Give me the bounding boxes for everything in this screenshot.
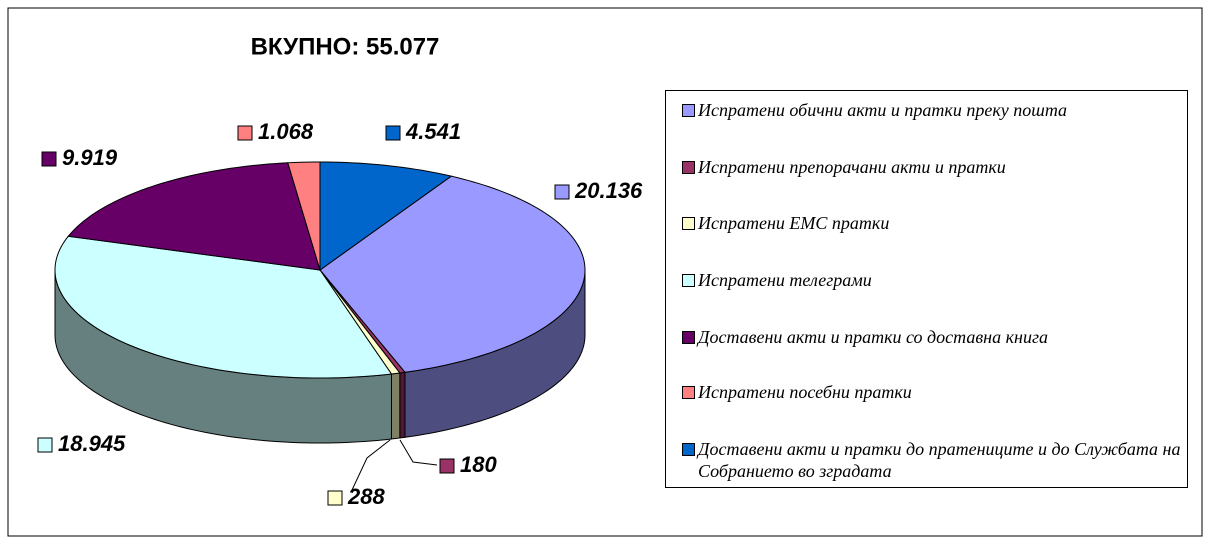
pie-slice	[287, 161, 321, 271]
label-swatch	[41, 151, 57, 167]
legend-item: Испратени ЕМС пратки	[678, 212, 1198, 234]
legend-item: Испратени посебни пратки	[678, 381, 1198, 403]
label-swatch	[439, 458, 455, 474]
frame	[7, 7, 1203, 537]
pie-slice	[319, 161, 453, 271]
label-swatch	[37, 437, 53, 453]
legend-label: Испратени препорачани акти и пратки	[698, 157, 1006, 177]
legend-label: Доставени акти и пратки до пратениците и…	[698, 439, 1181, 481]
label-swatch	[237, 125, 253, 141]
legend-swatch	[682, 104, 695, 117]
label-swatch	[327, 490, 343, 506]
legend-label: Доставени акти и пратки со доставна книг…	[698, 327, 1048, 347]
data-label: 9.919	[62, 145, 118, 170]
leader-line	[399, 439, 438, 466]
legend-item: Испратени телеграми	[678, 269, 1198, 291]
legend: Испратени обични акти и пратки преку пош…	[665, 90, 1188, 488]
label-swatch	[385, 125, 401, 141]
pie-slice	[67, 162, 321, 271]
pie-slice	[54, 235, 393, 379]
pie-slice	[319, 175, 586, 373]
data-label: 18.945	[58, 431, 126, 456]
data-label: 180	[460, 452, 497, 477]
legend-swatch	[682, 386, 695, 399]
legend-item: Испратени препорачани акти и пратки	[678, 156, 1198, 178]
pie-side	[399, 371, 406, 439]
data-label: 20.136	[574, 178, 643, 203]
legend-swatch	[682, 217, 695, 230]
leader-line	[351, 439, 391, 491]
legend-label: Испратени ЕМС пратки	[698, 213, 890, 233]
chart-title: ВКУПНО: 55.077	[251, 33, 440, 60]
legend-swatch	[682, 274, 695, 287]
data-label: 1.068	[258, 119, 314, 144]
legend-label: Испратени телеграми	[698, 270, 872, 290]
legend-item: Испратени обични акти и пратки преку пош…	[678, 99, 1198, 121]
label-swatch	[554, 184, 570, 200]
pie-side	[390, 372, 401, 440]
data-label: 4.541	[405, 119, 461, 144]
legend-swatch	[682, 443, 695, 456]
legend-item: Доставени акти и пратки до пратениците и…	[678, 438, 1198, 482]
legend-item: Доставени акти и пратки со доставна книг…	[678, 326, 1198, 348]
legend-label: Испратени посебни пратки	[698, 382, 912, 402]
legend-swatch	[682, 331, 695, 344]
legend-swatch	[682, 161, 695, 174]
legend-label: Испратени обични акти и пратки преку пош…	[698, 100, 1068, 120]
